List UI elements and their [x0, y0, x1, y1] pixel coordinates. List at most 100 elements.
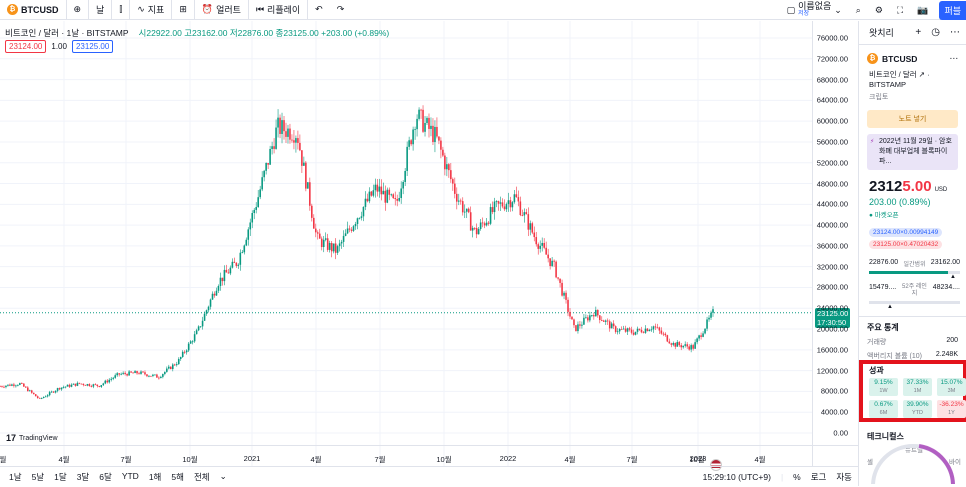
candle-body — [430, 125, 432, 129]
more-icon[interactable]: ⋯ — [950, 27, 960, 38]
candle-body — [543, 242, 545, 248]
add-symbol-icon[interactable]: + — [915, 27, 922, 38]
week-range: 15479.... 52주 레인지 48234.... — [859, 280, 966, 298]
range-button[interactable]: 5날 — [31, 471, 45, 482]
log-scale-button[interactable]: 로그 — [810, 472, 827, 482]
candle-body — [489, 207, 492, 224]
candle-body — [553, 260, 555, 262]
price-chart[interactable] — [0, 21, 812, 466]
candle-body — [630, 329, 633, 333]
news-headline[interactable]: 2022년 11월 29일 · 암호화폐 대부업체 블록파이 파... — [867, 134, 958, 170]
add-note-button[interactable]: 노트 넣기 — [867, 110, 958, 128]
candle-body — [487, 222, 490, 224]
performance-cell[interactable]: 37.33% 1M — [903, 378, 932, 396]
candle-body — [690, 345, 692, 350]
symbol-search-button[interactable]: ₿ BTCUSD — [0, 0, 67, 20]
performance-value: 39.90% — [906, 401, 929, 408]
price-tick: 0.00 — [833, 428, 848, 438]
compare-button[interactable]: ⊕ — [67, 0, 90, 20]
auto-scale-button[interactable]: 자동 — [836, 472, 852, 482]
candle-body — [237, 264, 240, 266]
price-axis[interactable]: 23125.00 17:30:50 76000.00 72000.00 68000.… — [812, 21, 858, 466]
candle-body — [501, 202, 504, 207]
time-tick: 4월 — [564, 455, 576, 464]
calendar-icon[interactable]: ⌄ — [219, 470, 227, 481]
publish-button[interactable]: 퍼블 — [939, 0, 966, 20]
replay-button[interactable]: ⏮ 리플레이 — [249, 0, 309, 20]
alert-button[interactable]: ⏰ 얼러트 — [195, 0, 249, 20]
clock-time[interactable]: 15:29:10 (UTC+9) — [702, 472, 771, 482]
percent-scale-button[interactable]: % — [793, 472, 801, 482]
candle-body — [440, 140, 442, 150]
range-button[interactable]: 1해 — [148, 471, 162, 482]
settings-button[interactable]: ⚙ — [868, 0, 890, 20]
range-button[interactable]: 전체 — [193, 471, 210, 482]
performance-cell[interactable]: 0.67% 6M — [869, 400, 898, 418]
candle-body — [66, 384, 69, 387]
candle-body — [539, 245, 542, 249]
candle-body — [523, 212, 526, 216]
candle-body — [416, 118, 418, 130]
snapshot-button[interactable]: 📷 — [910, 0, 935, 20]
grid-icon: ⊞ — [179, 4, 187, 14]
sell-button[interactable]: 23124.00 — [5, 40, 47, 53]
candle-body — [372, 190, 375, 196]
candle-body — [40, 398, 43, 399]
performance-period: 3M — [947, 388, 956, 394]
candle-body — [551, 260, 553, 267]
gauge-sell-label: 셀 — [867, 459, 873, 466]
legend-change: +203.00 (+0.89%) — [321, 28, 390, 38]
buy-button[interactable]: 23125.00 — [71, 40, 114, 53]
price-currency: USD — [934, 187, 948, 193]
spread-value: 1.00 — [51, 42, 67, 51]
range-button[interactable]: YTD — [121, 470, 139, 481]
panel-symbol[interactable]: BTCUSD — [882, 53, 918, 64]
week52-range-bar — [869, 301, 960, 304]
redo-button[interactable]: ↷ — [330, 0, 352, 20]
performance-cell[interactable]: 9.15% 1W — [869, 378, 898, 396]
candle-body — [491, 207, 494, 213]
candle-body — [251, 213, 254, 223]
indicators-button[interactable]: ∿ 지표 — [130, 0, 173, 20]
candle-body — [404, 170, 406, 182]
range-button[interactable]: 1날 — [9, 471, 22, 482]
interval-button[interactable]: 날 — [89, 0, 113, 20]
symbol-more-icon[interactable]: ⋯ — [949, 53, 959, 63]
price-tick: 56000.00 — [816, 137, 848, 147]
candle-body — [668, 341, 671, 344]
avg-volume-value: 2.248K — [935, 351, 958, 358]
templates-button[interactable]: ⊞ — [172, 0, 195, 20]
chart-area[interactable]: 비트코인 / 달러 · 1날 · BITSTAMP 시22922.00 고231… — [0, 21, 858, 471]
candle-body — [285, 131, 287, 137]
candle-body — [110, 378, 113, 380]
candle-body — [438, 136, 440, 141]
candle-body — [394, 198, 397, 200]
tradingview-logo[interactable]: 17 TradingView — [6, 433, 58, 443]
watchlist-title[interactable]: 왓치리 — [869, 28, 894, 38]
performance-cell[interactable]: 39.90% YTD — [903, 400, 932, 418]
candle-body — [662, 333, 665, 335]
price-tick: 32000.00 — [816, 262, 848, 272]
performance-cell[interactable]: 15.07% 3M — [937, 378, 966, 396]
clock-icon[interactable]: ◷ — [931, 27, 940, 38]
candle-body — [658, 327, 661, 331]
candle-body — [277, 117, 279, 128]
performance-period: 1Y — [948, 410, 955, 416]
fullscreen-button[interactable]: ⛶ — [890, 0, 910, 20]
candle-body — [563, 292, 565, 296]
undo-button[interactable]: ↶ — [308, 0, 330, 20]
range-button[interactable]: 1달 — [54, 471, 67, 482]
range-button[interactable]: 6달 — [99, 471, 112, 482]
range-button[interactable]: 3달 — [76, 471, 90, 482]
candle-body — [70, 384, 73, 387]
layout-button[interactable]: ▢ 이름없음 저장 ⌄ — [780, 0, 849, 20]
candle-body — [181, 351, 184, 357]
range-button[interactable]: 5해 — [171, 471, 184, 482]
candle-body — [608, 321, 611, 329]
performance-cell[interactable]: -36.23% 1Y — [937, 400, 966, 418]
us-flag-event-icon[interactable] — [710, 459, 722, 471]
candle-body — [362, 206, 365, 217]
time-axis[interactable]: 월 4월 7월 10월 2021 4월 7월 10월 2022 4월 7월 10월 2023 4월 — [0, 445, 858, 466]
chart-type-button[interactable]: ⫿ — [112, 0, 131, 20]
search-button[interactable]: ⌕ — [849, 0, 868, 20]
